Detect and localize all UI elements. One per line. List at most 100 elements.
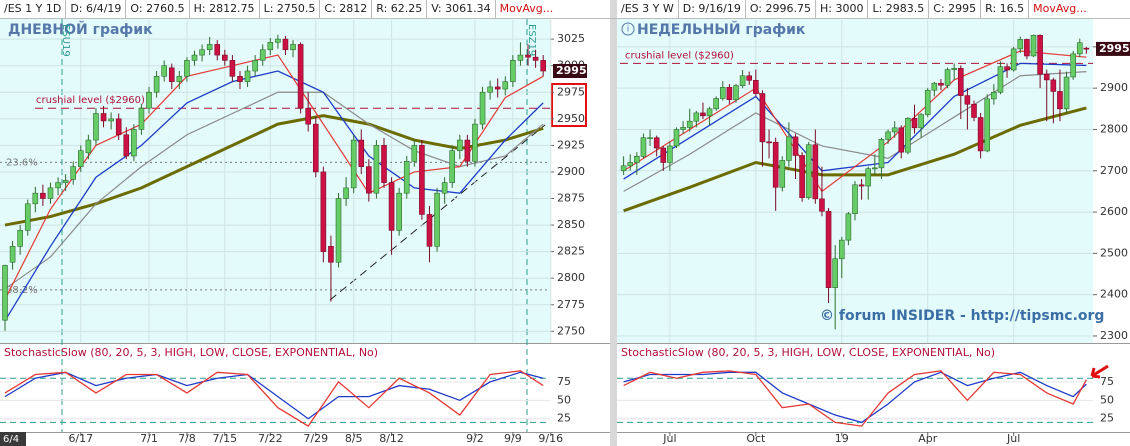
candle-body [229,60,236,77]
candle-body [1024,39,1030,57]
header-field: O: 2996.75 [746,0,816,18]
y-tick-label: 2500 [1100,246,1128,259]
y-tick-label: 3025 [557,32,585,45]
candle-body [905,118,911,153]
candle-body [667,145,673,163]
candle-body [70,166,77,180]
candle-body [312,123,319,173]
candle-body [627,162,634,167]
candle-body [108,118,114,122]
candle-body [957,68,964,96]
candle-body [214,44,221,56]
candle-body [161,65,167,77]
candle-body [47,187,54,199]
candle-body [85,139,92,154]
candle-body [1010,48,1017,71]
candle-body [40,192,46,199]
candle-body [693,112,700,122]
candle-body [911,118,918,129]
candle-body [997,66,1004,93]
candle-body [924,89,931,115]
stochastic-line [623,370,1087,427]
candle-body [62,180,69,183]
candle-body [388,182,395,231]
y-tick-label: 50 [1100,393,1114,406]
candle-body [502,81,509,90]
candle-body [819,198,825,212]
info-icon: i [627,25,630,35]
candle-body [275,38,281,43]
candle-body [805,144,812,198]
moving-average [623,71,1087,192]
candle-body [858,184,865,187]
level-label: crushial level ($2960) [36,95,145,106]
x-tick-label: 7/29 [303,432,328,445]
highlight-box [551,83,587,127]
header-field: R: 62.25 [372,0,428,18]
header-field: V: 3061.34 [427,0,496,18]
contract-label: ESZ19 [526,24,537,56]
candle-body [494,86,501,90]
candle-body [865,168,872,187]
candle-body [517,54,524,61]
x-tick-label: Jul [1006,432,1020,445]
candle-body [206,44,213,51]
candle-body [653,137,660,149]
candle-body [938,82,944,86]
candle-body [252,60,258,72]
candle-body [373,145,380,194]
x-tick-label: 9/9 [504,432,522,445]
candle-body [153,76,160,93]
candle-body [733,85,739,101]
y-tick-label: 2600 [1100,205,1128,218]
candle-body [32,192,39,205]
candle-body [944,69,951,86]
candle-body [686,120,693,128]
candle-body [706,108,713,117]
candle-body [55,182,61,189]
indicator-title: StochasticSlow (80, 20, 5, 3, HIGH, LOW,… [4,346,378,359]
candle-body [885,131,891,140]
candle-body [786,136,792,161]
x-tick-label: 7/1 [140,432,158,445]
candle-body [852,184,858,215]
candle-body [168,67,175,82]
header: /ES 1 Y 1D D: 6/4/19 O: 2760.5 H: 2812.75 L:… [0,0,610,18]
y-tick-label: 2850 [557,218,585,231]
candle-body [381,145,387,183]
candle-body [419,145,425,215]
candle-body [426,214,433,247]
candle-body [9,246,16,263]
header-field: O: 2760.5 [126,0,190,18]
header-field: L: 2750.5 [260,0,321,18]
candle-body [759,93,766,143]
x-tick-label: 8/5 [345,432,363,445]
candle-body [891,127,898,133]
candle-body [237,76,243,82]
candle-body [456,139,463,151]
watermark: © forum INSIDER - http://tipsmc.org [820,308,1104,324]
x-tick-label: 7/8 [178,432,196,445]
candle-body [931,82,938,91]
fib-label: 23.6% [6,157,38,168]
candle-body [487,86,493,93]
candle-body [93,113,99,141]
y-tick-label: 75 [1100,375,1114,388]
candle-body [403,161,410,194]
candle-body [1063,76,1070,110]
candle-body [396,192,402,231]
candle-body [918,114,924,129]
candle-body [267,42,274,51]
candle-body [739,75,746,86]
candle-body [1070,53,1076,78]
x-tick-label: 9/16 [538,432,563,445]
y-tick-label: 2875 [557,192,585,205]
candle-body [680,127,686,130]
candle-body [726,87,733,101]
y-tick-label: 2775 [557,298,585,311]
cursor-label: 6/4 [3,434,19,445]
price-tag [553,64,587,78]
candle-body [872,167,878,170]
candle-body [358,139,365,167]
